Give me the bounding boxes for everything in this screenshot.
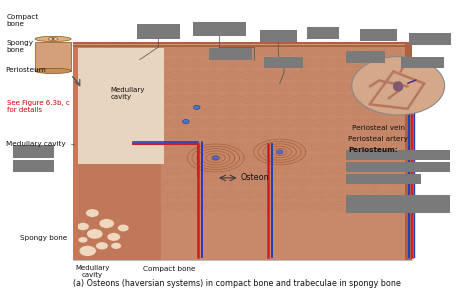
- Bar: [73, 44, 405, 45]
- Bar: [264, 57, 303, 68]
- Circle shape: [52, 38, 55, 40]
- Ellipse shape: [35, 68, 71, 74]
- Text: Compact
bone: Compact bone: [7, 14, 39, 27]
- Bar: [73, 42, 412, 260]
- Text: See Figure 6.3b, c
for details: See Figure 6.3b, c for details: [7, 100, 70, 113]
- Text: Spongy
bone: Spongy bone: [7, 40, 34, 53]
- Circle shape: [86, 209, 99, 217]
- Bar: [307, 27, 339, 39]
- Bar: [346, 51, 385, 63]
- Circle shape: [212, 156, 219, 160]
- Polygon shape: [73, 48, 164, 164]
- Bar: [360, 29, 397, 41]
- Circle shape: [276, 150, 283, 154]
- Circle shape: [99, 219, 114, 228]
- Bar: [346, 150, 450, 160]
- Circle shape: [96, 242, 108, 250]
- Bar: [209, 48, 252, 60]
- Bar: [405, 42, 412, 260]
- Text: Medullary cavity: Medullary cavity: [6, 141, 65, 147]
- Ellipse shape: [35, 36, 71, 41]
- Circle shape: [111, 243, 121, 249]
- Text: Medullary
cavity: Medullary cavity: [75, 265, 109, 278]
- Circle shape: [182, 119, 189, 124]
- Bar: [13, 145, 54, 158]
- Bar: [73, 42, 78, 260]
- Circle shape: [193, 105, 200, 109]
- Circle shape: [118, 224, 129, 232]
- Text: Periosteal artery: Periosteal artery: [348, 136, 408, 142]
- Text: Spongy bone: Spongy bone: [20, 235, 67, 241]
- Bar: [346, 162, 450, 172]
- Circle shape: [352, 57, 445, 115]
- Bar: [260, 30, 297, 42]
- Bar: [346, 195, 450, 213]
- Polygon shape: [73, 164, 161, 260]
- Circle shape: [77, 223, 89, 230]
- Circle shape: [107, 233, 120, 241]
- Bar: [35, 41, 71, 71]
- Text: Periosteal vein: Periosteal vein: [352, 125, 405, 131]
- Bar: [401, 57, 444, 68]
- Text: Periosteum: Periosteum: [6, 67, 46, 73]
- Text: Compact bone: Compact bone: [144, 266, 196, 272]
- Bar: [137, 24, 180, 39]
- Bar: [346, 174, 421, 184]
- Bar: [13, 160, 54, 172]
- Text: Osteon: Osteon: [241, 173, 269, 182]
- Bar: [409, 33, 451, 45]
- Text: Medullary
cavity: Medullary cavity: [110, 87, 145, 100]
- Circle shape: [79, 246, 96, 256]
- Circle shape: [78, 237, 88, 243]
- Circle shape: [87, 229, 103, 239]
- Ellipse shape: [48, 38, 58, 41]
- Text: Periosteum:: Periosteum:: [348, 148, 398, 153]
- Bar: [73, 42, 412, 47]
- Text: (a) Osteons (haversian systems) in compact bone and trabeculae in spongy bone: (a) Osteons (haversian systems) in compa…: [73, 280, 401, 288]
- Ellipse shape: [393, 81, 403, 92]
- Bar: [193, 22, 246, 36]
